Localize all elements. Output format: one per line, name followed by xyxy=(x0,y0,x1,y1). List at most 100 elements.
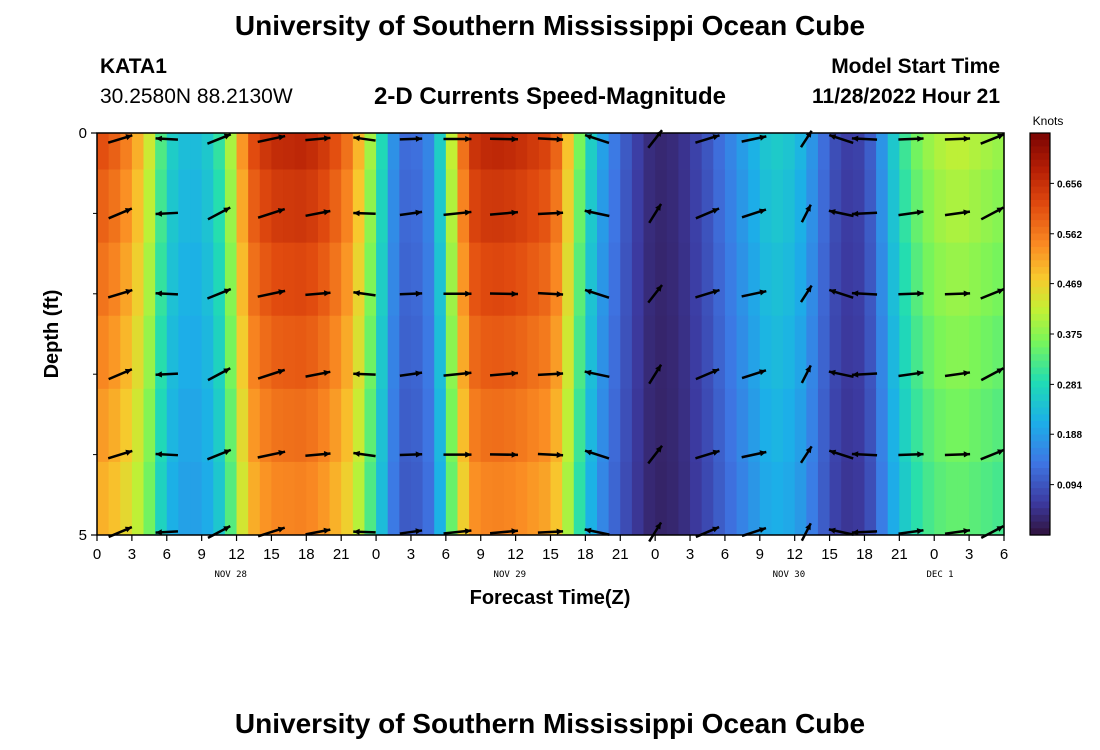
heatmap-cell xyxy=(131,242,145,317)
heatmap-cell xyxy=(910,315,924,390)
current-vector-arrow xyxy=(898,370,924,378)
heatmap-cell xyxy=(562,169,575,244)
heatmap-cell xyxy=(399,242,412,317)
colorbar-swatch xyxy=(1030,287,1050,295)
heatmap-cell xyxy=(271,461,284,536)
heatmap-cell xyxy=(655,315,668,390)
heatmap-cell xyxy=(620,242,633,317)
heatmap-cell xyxy=(224,461,238,536)
heatmap-cell xyxy=(783,242,796,317)
heatmap-cell xyxy=(294,169,307,244)
heatmap-cell xyxy=(887,169,900,244)
heatmap-cell xyxy=(945,169,959,244)
heatmap-cell xyxy=(876,461,889,536)
heatmap-cell xyxy=(538,169,552,244)
heatmap-cell xyxy=(492,242,505,317)
model-start-time: 11/28/2022 Hour 21 xyxy=(812,85,1000,108)
heatmap-cell xyxy=(655,133,668,170)
heatmap-cell xyxy=(573,315,586,390)
heatmap-cell xyxy=(724,169,738,244)
heatmap-cell xyxy=(806,461,819,536)
current-vector-arrow xyxy=(980,448,1005,461)
heatmap-cell xyxy=(410,242,424,317)
heatmap-cell xyxy=(608,169,621,244)
heatmap-cell xyxy=(376,169,389,244)
heatmap-cell xyxy=(515,388,528,463)
heatmap-cell xyxy=(608,133,621,170)
heatmap-cell xyxy=(957,133,970,170)
heatmap-cell xyxy=(864,315,877,390)
current-vector-arrow xyxy=(489,370,519,377)
heatmap-cell xyxy=(945,242,959,317)
heatmap-cell xyxy=(631,388,645,463)
heatmap-cell xyxy=(550,315,563,390)
heatmap-cell xyxy=(155,388,168,463)
heatmap-cell xyxy=(852,388,866,463)
heatmap-cell xyxy=(783,315,796,390)
heatmap-cell xyxy=(538,388,552,463)
colorbar-swatch xyxy=(1030,320,1050,328)
colorbar-swatch xyxy=(1030,159,1050,168)
heatmap-cell xyxy=(236,169,249,244)
heatmap-cell xyxy=(724,388,738,463)
heatmap-cell xyxy=(422,169,435,244)
heatmap-cell xyxy=(97,388,110,463)
current-vector-arrow xyxy=(353,450,376,458)
heatmap-cell xyxy=(678,242,691,317)
heatmap-cell xyxy=(910,133,924,170)
heatmap-cell xyxy=(899,315,912,390)
heatmap-cell xyxy=(364,315,377,390)
heatmap-cell xyxy=(701,388,714,463)
heatmap-cell xyxy=(980,242,993,317)
heatmap-cell xyxy=(294,388,307,463)
current-vector-arrow xyxy=(107,288,133,299)
heatmap-cell xyxy=(352,133,366,170)
heatmap-cell xyxy=(387,388,400,463)
heatmap-cell xyxy=(562,133,575,170)
colorbar-swatch xyxy=(1030,260,1050,268)
colorbar-tick-label: 0.562 xyxy=(1057,230,1082,241)
heatmap-cell xyxy=(515,315,528,390)
heatmap-cell xyxy=(608,461,621,536)
heatmap-cell xyxy=(550,169,563,244)
colorbar-swatch xyxy=(1030,200,1050,208)
colorbar-swatch xyxy=(1030,441,1050,449)
heatmap-cell xyxy=(527,388,540,463)
model-start-label: Model Start Time xyxy=(831,55,1000,78)
colorbar-swatch xyxy=(1030,293,1050,302)
y-axis-ticks: 05 xyxy=(79,125,97,544)
heatmap-cell xyxy=(841,315,854,390)
heatmap-cell xyxy=(992,461,1005,536)
heatmap-cell xyxy=(620,133,633,170)
heatmap-cell xyxy=(817,169,831,244)
heatmap-cell xyxy=(724,242,738,317)
heatmap-cell xyxy=(248,388,261,463)
heatmap-cell xyxy=(97,315,110,390)
colorbar-swatch xyxy=(1030,414,1050,422)
colorbar-swatch xyxy=(1030,153,1050,161)
heatmap-cell xyxy=(445,315,459,390)
heatmap-cell xyxy=(969,133,982,170)
heatmap-cell xyxy=(934,388,947,463)
heatmap-cell xyxy=(399,388,412,463)
colorbar-swatch xyxy=(1030,246,1050,255)
y-tick-label: 5 xyxy=(79,527,87,544)
heatmap-cell xyxy=(980,315,993,390)
colorbar-swatch xyxy=(1030,481,1050,489)
colorbar-swatch xyxy=(1030,327,1050,335)
heatmap-cell xyxy=(527,133,540,170)
x-tick-label: 21 xyxy=(333,546,350,563)
heatmap-cell xyxy=(899,133,912,170)
colorbar-tick-label: 0.094 xyxy=(1057,481,1082,492)
heatmap-cell xyxy=(852,133,866,170)
heatmap-cell xyxy=(503,169,517,244)
heatmap-cell xyxy=(329,242,342,317)
heatmap-cell xyxy=(841,242,854,317)
heatmap-cell xyxy=(887,133,900,170)
x-axis-ticks: 0 3 6 9 12 15 18 21 0 3 6 9 12 15 18 21 0 3 6 9 12 15 18 21 0 3 6 xyxy=(93,535,1008,563)
heatmap-cell xyxy=(503,315,517,390)
heatmap-cell xyxy=(445,242,459,317)
current-vector-arrow xyxy=(898,135,924,142)
heatmap-cell xyxy=(178,315,191,390)
heatmap-cell xyxy=(515,461,528,536)
